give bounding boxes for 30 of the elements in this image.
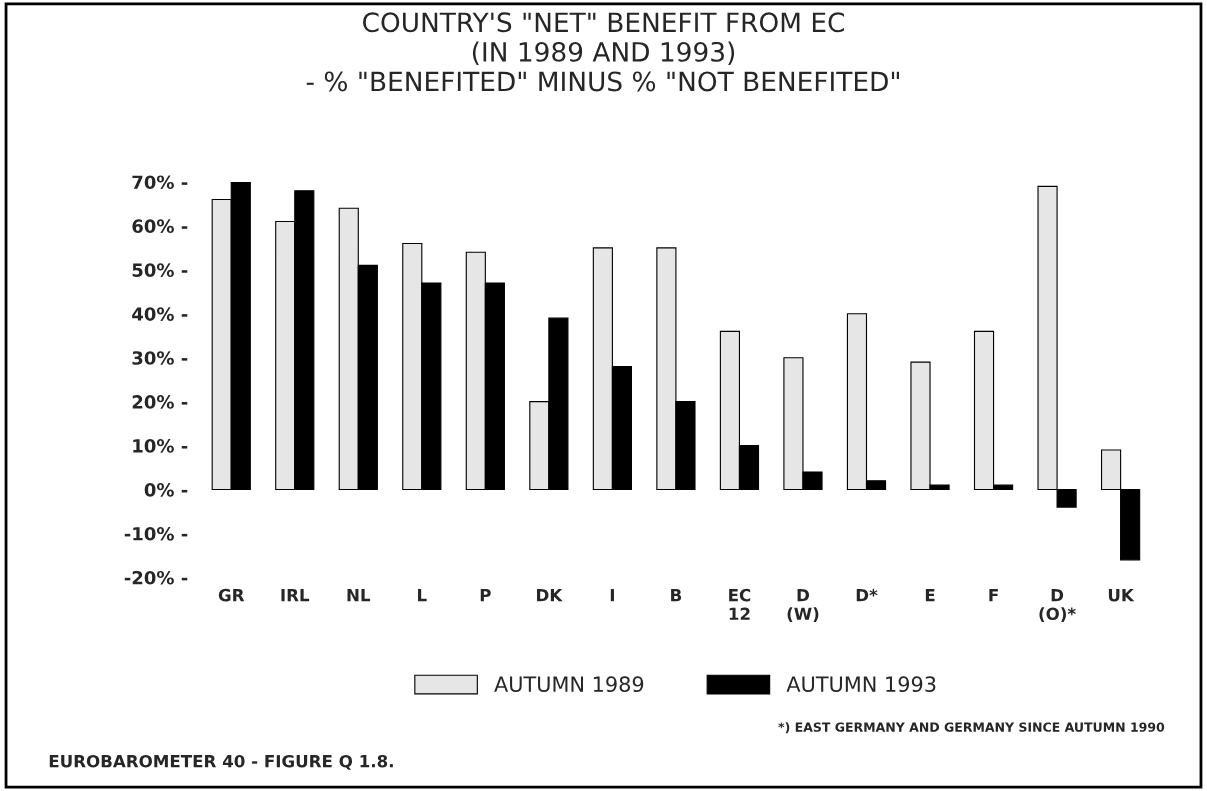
y-tick-label: 10% - bbox=[133, 439, 188, 453]
x-tick-label: E bbox=[925, 589, 935, 602]
y-tick-label: 50% - bbox=[132, 263, 188, 277]
text: *) EAST GERMANY AND GERMANY SINCE AUTUMN 1990 bbox=[778, 722, 1165, 734]
y-tick-label: 0% - bbox=[144, 483, 188, 497]
x-tick-label: GR bbox=[218, 588, 245, 602]
y-tick-label: 20% - bbox=[132, 395, 188, 409]
x-tick-label: B bbox=[671, 589, 682, 602]
y-tick-label: 60% - bbox=[132, 219, 188, 233]
y-tick-label: -20% - bbox=[124, 570, 188, 585]
x-tick-label: UK bbox=[1108, 589, 1135, 602]
x-tick-label: P bbox=[480, 589, 491, 602]
y-tick-label: -10% - bbox=[124, 526, 188, 541]
text: EUROBAROMETER 40 - FIGURE Q 1.8. bbox=[49, 754, 393, 770]
x-tick-label: F bbox=[989, 589, 998, 602]
x-tick-label: DK bbox=[537, 589, 563, 602]
x-tick-label: L bbox=[418, 589, 427, 602]
y-tick-label: 40% - bbox=[132, 307, 188, 321]
x-tick-label: D* bbox=[856, 588, 878, 602]
legend-label: AUTUMN 1989 bbox=[494, 676, 644, 693]
x-tick-label: D (W) bbox=[787, 589, 819, 623]
x-tick-label: IRL bbox=[281, 589, 310, 602]
x-tick-label: D (O)* bbox=[1039, 589, 1076, 623]
y-tick-label: 30% - bbox=[132, 351, 188, 365]
chart-title: COUNTRY'S "NET" BENEFIT FROM EC (IN 1989 AND 1993) - % "BENEFITED" MINUS % "NOT BENEFITED" bbox=[306, 12, 899, 92]
legend-label: AUTUMN 1993 bbox=[786, 676, 936, 693]
y-tick-label: 70% - bbox=[132, 175, 188, 190]
x-tick-label: NL bbox=[347, 589, 371, 602]
x-tick-label: I bbox=[610, 589, 614, 602]
x-tick-label: EC 12 bbox=[729, 588, 751, 620]
